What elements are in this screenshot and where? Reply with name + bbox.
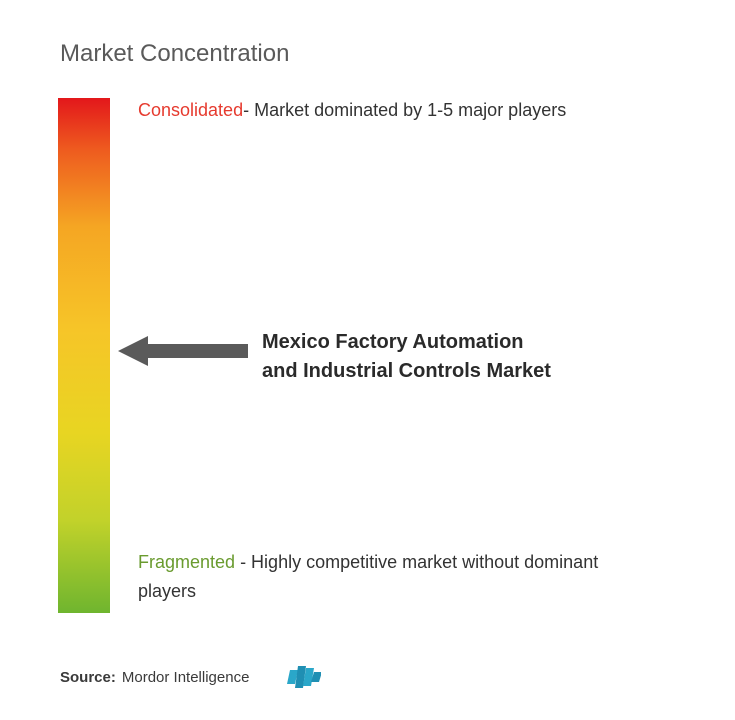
consolidated-label: Consolidated- Market dominated by 1-5 ma… [138, 98, 566, 123]
concentration-chart: Consolidated- Market dominated by 1-5 ma… [50, 98, 685, 618]
gradient-bar [58, 98, 110, 613]
market-name: Mexico Factory Automation and Industrial… [262, 328, 551, 386]
consolidated-desc: - Market dominated by 1-5 major players [243, 100, 566, 120]
fragmented-accent: Fragmented [138, 552, 235, 572]
source-label: Source: [60, 669, 116, 686]
mordor-logo-icon [285, 664, 321, 690]
source-name: Mordor Intelligence [122, 669, 250, 686]
fragmented-label: Fragmented - Highly competitive market w… [138, 548, 658, 606]
consolidated-accent: Consolidated [138, 100, 243, 120]
market-name-line2: and Industrial Controls Market [262, 360, 551, 382]
market-name-line1: Mexico Factory Automation [262, 331, 524, 353]
marker-arrow [118, 336, 248, 366]
source-row: Source: Mordor Intelligence [60, 664, 321, 690]
page-title: Market Concentration [60, 40, 685, 68]
